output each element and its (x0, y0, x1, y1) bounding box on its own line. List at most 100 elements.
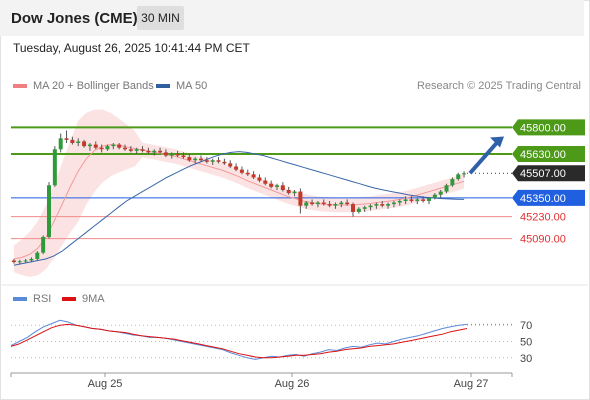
candle-body (93, 144, 98, 148)
candle-body (438, 191, 443, 195)
candle-body (199, 158, 203, 161)
level-tag-bg (512, 145, 585, 162)
ma9-swatch (62, 297, 76, 302)
candle-body (23, 260, 28, 262)
candle-body (310, 202, 315, 205)
rsi-tick-label: 70 (520, 320, 532, 332)
legend-rsi: RSI (13, 293, 51, 305)
candle-body (298, 191, 303, 206)
candle-body (181, 155, 186, 158)
candle-body (415, 199, 420, 201)
candle-body (175, 153, 180, 156)
rsi-swatch (13, 297, 27, 302)
candle-body (47, 185, 51, 237)
timestamp: Tuesday, August 26, 2025 10:41:44 PM CET (13, 41, 250, 55)
candle-body (193, 158, 198, 161)
level-tag-bg (512, 165, 585, 182)
level-tag-45800.00: 45800.00 (512, 119, 585, 136)
candle-body (228, 163, 233, 167)
candle-body (397, 200, 402, 203)
candle-body (216, 160, 221, 162)
candle-body (117, 144, 122, 148)
candle-body (152, 150, 157, 153)
forecast-arrow-head (490, 136, 504, 148)
level-tag-label: 45230.00 (520, 212, 566, 224)
level-tag-label: 45350.00 (520, 193, 566, 205)
candle-body (163, 152, 168, 156)
candle-body (234, 166, 239, 170)
candle-body (409, 199, 414, 201)
legend-ma20: MA 20 + Bollinger Bands (13, 80, 154, 92)
candle-body (41, 237, 46, 253)
level-tag-45630.00: 45630.00 (512, 145, 585, 162)
ma50-line (13, 151, 465, 266)
credit-text: Research © 2025 Trading Central (416, 80, 581, 92)
candle-body (339, 202, 344, 205)
candle-body (257, 177, 262, 181)
candle-body (327, 204, 332, 206)
candle-body (204, 160, 209, 162)
candle-body (403, 199, 408, 201)
candle-body (427, 197, 431, 201)
candle-body (421, 199, 426, 201)
candle-body (210, 160, 215, 162)
rsi-tick-label: 50 (520, 337, 532, 349)
candle-body (239, 169, 244, 173)
candle-body (187, 157, 192, 161)
candle-body (146, 150, 151, 153)
ma20-label: MA 20 + Bollinger Bands (33, 80, 154, 92)
x-tick-label: Aug 25 (88, 378, 123, 390)
chart-header: Dow Jones (CME) 30 MIN (0, 0, 584, 36)
rsi-tick-label: 30 (520, 353, 532, 365)
ma20-swatch (13, 84, 27, 89)
candle-body (99, 147, 104, 150)
bollinger-band (13, 109, 465, 277)
level-tag-bg (512, 189, 585, 206)
candle-body (450, 179, 455, 186)
level-tag-45350.00: 45350.00 (512, 189, 585, 206)
candle-body (76, 141, 81, 143)
candle-body (345, 202, 350, 205)
candle-body (17, 261, 22, 263)
level-tag-label: 45630.00 (520, 149, 566, 161)
level-tag-45230.00: 45230.00 (520, 212, 566, 224)
candle-body (263, 180, 268, 184)
candle-body (111, 144, 116, 147)
candle-body (70, 139, 75, 143)
candle-body (386, 204, 391, 206)
ma50-swatch (156, 84, 170, 89)
candle-body (123, 147, 127, 150)
x-tick-label: Aug 27 (454, 378, 489, 390)
candle-body (321, 202, 326, 205)
level-tag-45507.00: 45507.00 (512, 165, 585, 182)
candle-body (58, 138, 63, 150)
legend-ma50: MA 50 (156, 80, 207, 92)
candle-body (35, 252, 40, 259)
candle-body (128, 149, 133, 151)
candle-body (29, 258, 34, 261)
candle-body (269, 183, 274, 187)
candle-body (87, 144, 92, 147)
level-tag-label: 45507.00 (520, 168, 566, 180)
candle-body (315, 202, 320, 205)
candle-body (169, 153, 174, 156)
candle-body (362, 207, 367, 209)
timeframe-button[interactable]: 30 MIN (137, 6, 184, 30)
ma9-label: 9MA (82, 293, 105, 305)
level-tag-45090.00: 45090.00 (520, 234, 566, 246)
ma20-line (13, 144, 465, 260)
candle-body (292, 191, 297, 194)
candle-body (462, 173, 467, 175)
legend-9ma: 9MA (62, 293, 105, 305)
candle-body (374, 204, 379, 206)
candle-body (275, 185, 279, 187)
candle-body (351, 204, 355, 212)
candle-body (456, 174, 461, 180)
rsi-9ma-line (10, 323, 468, 359)
candle-body (158, 150, 163, 153)
candle-body (280, 185, 285, 190)
candle-body (333, 204, 338, 206)
candle-body (11, 260, 16, 263)
candle-body (444, 185, 449, 192)
